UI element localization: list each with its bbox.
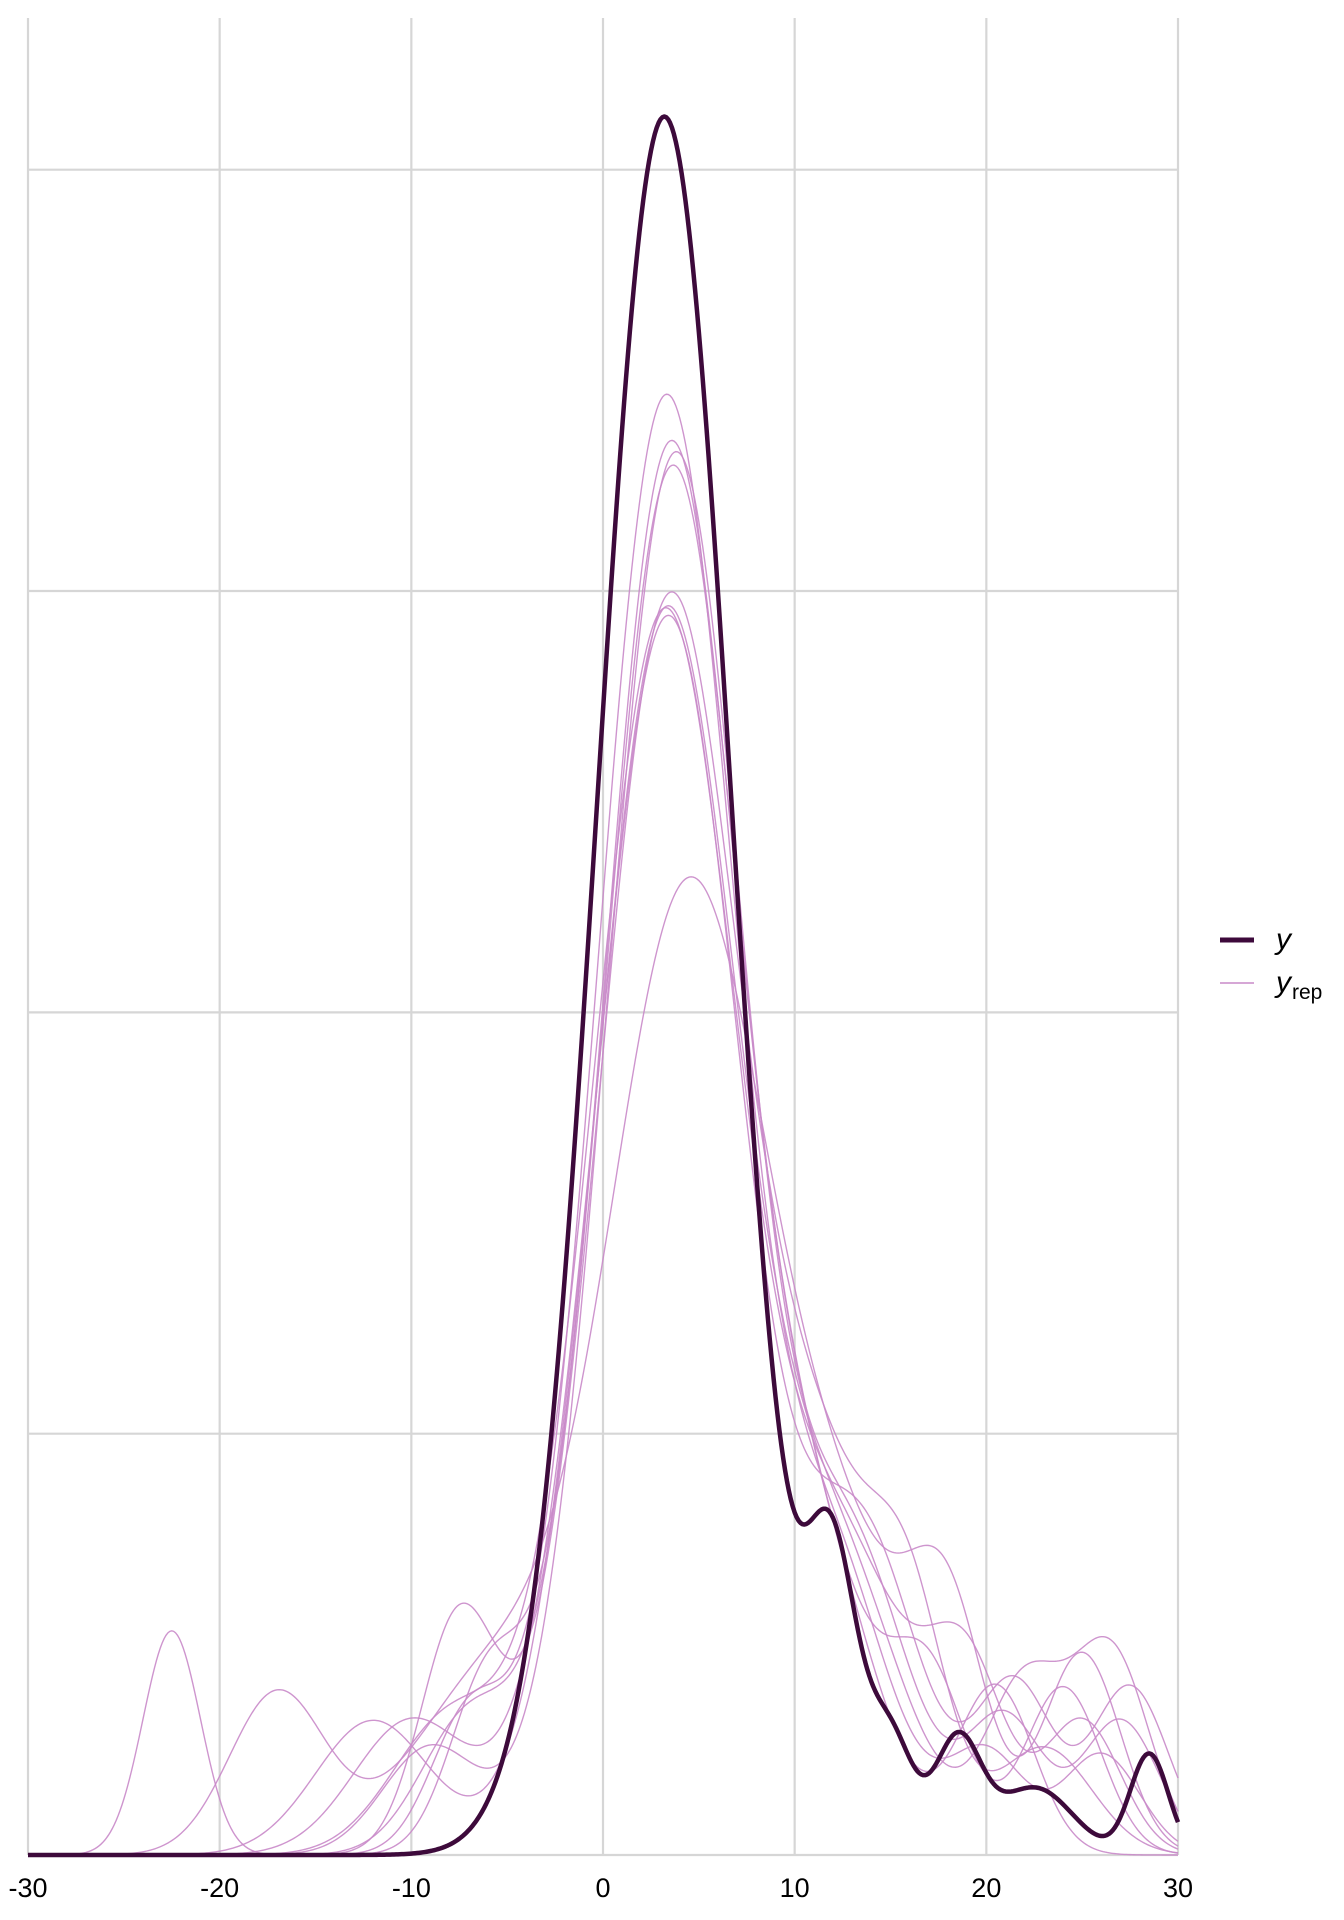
grid-lines xyxy=(26,18,1180,1857)
yrep-density-line xyxy=(28,876,1179,1856)
legend-label-yrep: yrep xyxy=(1274,966,1322,1004)
x-tick-label: 0 xyxy=(595,1873,610,1903)
x-tick-label: 10 xyxy=(780,1873,810,1903)
x-tick-label: -30 xyxy=(8,1873,47,1903)
legend-label-yrep-base: y xyxy=(1274,966,1293,999)
legend: y yrep xyxy=(1220,923,1322,1004)
x-tick-label: 30 xyxy=(1163,1873,1193,1903)
yrep-density-line xyxy=(28,604,1179,1856)
x-tick-label: 20 xyxy=(971,1873,1001,1903)
x-tick-label: -10 xyxy=(392,1873,431,1903)
x-tick-label: -20 xyxy=(200,1873,239,1903)
observed-density-line xyxy=(27,114,1181,1858)
legend-label-yrep-subscript: rep xyxy=(1292,981,1322,1004)
x-axis-tick-labels: -30 -20 -10 0 10 20 30 xyxy=(8,1873,1193,1903)
yrep-density-line xyxy=(28,464,1178,1856)
y-density-line xyxy=(27,114,1181,1858)
legend-label-y: y xyxy=(1274,923,1293,956)
